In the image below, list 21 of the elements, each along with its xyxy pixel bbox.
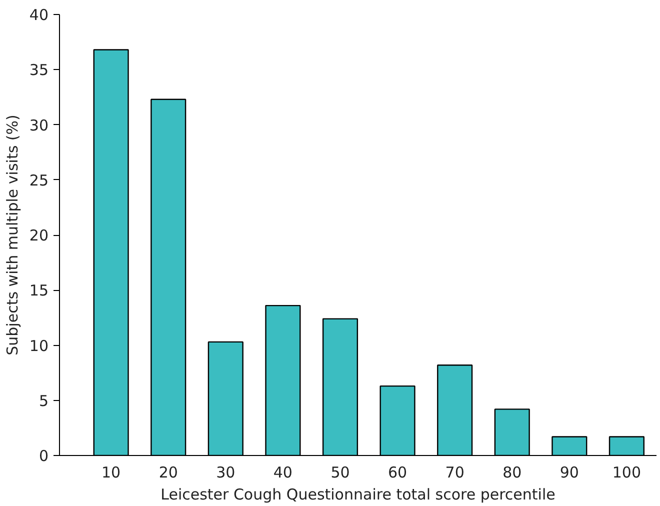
y-tick-label: 10 (29, 336, 49, 355)
y-tick-label: 0 (38, 447, 49, 465)
y-tick-label: 20 (29, 226, 49, 244)
x-tick-label: 20 (158, 464, 178, 482)
x-axis-title: Leicester Cough Questionnaire total score percentile (160, 486, 556, 504)
y-axis-title: Subjects with multiple visits (%) (3, 114, 22, 356)
y-tick-label: 25 (29, 171, 49, 190)
x-tick-label: 30 (216, 464, 236, 482)
y-tick-label: 5 (38, 392, 49, 410)
x-tick-label: 50 (330, 464, 350, 482)
x-tick-label: 100 (612, 464, 642, 482)
y-tick-label: 30 (29, 116, 49, 134)
y-tick-label: 15 (29, 282, 49, 300)
x-tick-label: 90 (560, 464, 579, 482)
y-tick-label: 35 (29, 61, 49, 80)
x-tick-label: 80 (502, 464, 522, 482)
x-tick-label: 60 (388, 464, 408, 482)
x-tick-label: 70 (445, 464, 464, 482)
x-tick-label: 10 (102, 464, 121, 482)
x-tick-label: 40 (273, 464, 292, 482)
y-tick-label: 40 (29, 6, 49, 24)
